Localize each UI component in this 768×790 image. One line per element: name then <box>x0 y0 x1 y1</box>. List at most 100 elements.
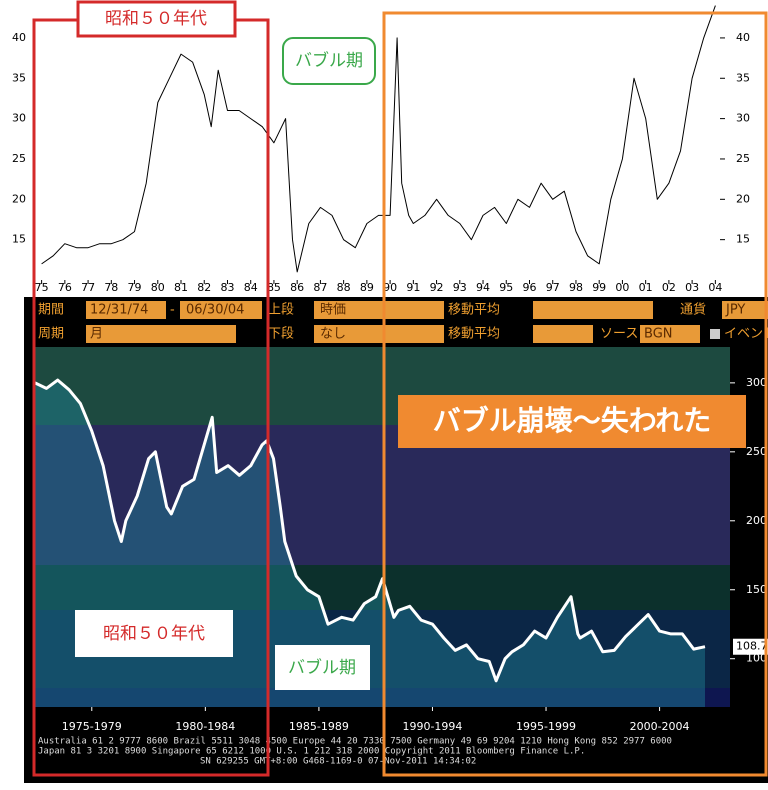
y-tick-label: 35 <box>12 71 26 84</box>
dropdown[interactable] <box>314 301 444 319</box>
y-tick-label: 35 <box>736 71 750 84</box>
x-tick-label: 1990-1994 <box>402 720 462 733</box>
field[interactable] <box>533 325 593 343</box>
y-tick-label: 20 <box>12 192 26 205</box>
x-tick-label: 01 <box>639 281 653 294</box>
x-tick-label: 90 <box>383 281 397 294</box>
x-tick-label: 1995-1999 <box>516 720 576 733</box>
x-tick-label: 1985-1989 <box>289 720 349 733</box>
field-text: なし <box>320 327 346 342</box>
footer-line: Japan 81 3 3201 8900 Singapore 65 6212 1… <box>38 747 585 757</box>
y-tick-label: 15 <box>736 233 750 246</box>
last-value-label: 108.7 <box>736 640 768 653</box>
dropdown[interactable] <box>314 325 444 343</box>
label: 通貨 <box>680 302 706 318</box>
y-tick-label: 15 <box>12 233 26 246</box>
x-tick-label: 77 <box>81 281 95 294</box>
x-tick-label: 83 <box>220 281 234 294</box>
y-tick-label: 250 <box>746 445 767 458</box>
label: - <box>170 303 175 318</box>
x-tick-label: 92 <box>430 281 444 294</box>
x-tick-label: 91 <box>406 281 420 294</box>
x-tick-label: 95 <box>499 281 513 294</box>
footer-line: Australia 61 2 9777 8600 Brazil 5511 304… <box>38 737 672 747</box>
annotation-box <box>282 37 376 85</box>
annotation: バブル期 <box>295 50 363 71</box>
field[interactable] <box>640 325 700 343</box>
x-tick-label: 82 <box>197 281 211 294</box>
field[interactable] <box>533 301 653 319</box>
label: 下段 <box>268 327 294 342</box>
dropdown[interactable] <box>86 325 236 343</box>
y-tick-label: 20 <box>736 192 750 205</box>
label: ソース <box>600 327 638 342</box>
x-tick-label: 1980-1984 <box>175 720 235 733</box>
label: 移動平均 <box>448 327 500 342</box>
annotation-box <box>275 645 370 690</box>
x-tick-label: 96 <box>522 281 536 294</box>
annotation: 昭和５０年代 <box>103 624 205 644</box>
annotation-box <box>398 395 746 448</box>
last-value-box <box>733 638 768 655</box>
field-text: JPY <box>725 303 745 318</box>
y-tick-label: 40 <box>12 31 26 44</box>
footer-line: SN 629255 GMT+8:00 G468-1169-0 07-Nov-20… <box>200 757 476 767</box>
label: イベント <box>724 327 768 342</box>
annotation: バブル期 <box>288 657 356 678</box>
field-text: 06/30/04 <box>186 303 244 318</box>
label: 期間 <box>38 303 64 318</box>
x-tick-label: 87 <box>313 281 327 294</box>
terminal-header: 期間 12/31/74 - 06/30/04 上段 時価 移動平均 通貨 JPY… <box>38 301 768 343</box>
x-tick-label: 00 <box>615 281 629 294</box>
x-tick-label: 02 <box>662 281 676 294</box>
x-tick-label: 88 <box>337 281 351 294</box>
field[interactable] <box>722 301 768 319</box>
x-tick-label: 97 <box>546 281 560 294</box>
x-tick-label: 75 <box>35 281 49 294</box>
field[interactable] <box>86 301 166 319</box>
x-tick-label: 99 <box>592 281 606 294</box>
x-tick-label: 1975-1979 <box>62 720 122 733</box>
label: 周期 <box>38 327 64 342</box>
annotation-box <box>75 610 233 657</box>
field-text: 月 <box>90 327 103 342</box>
line <box>41 5 716 273</box>
checkbox[interactable] <box>710 329 720 339</box>
y-tick-label: 25 <box>736 152 750 165</box>
x-tick-label: 98 <box>569 281 583 294</box>
annotation-box <box>76 0 237 38</box>
x-tick-label: 03 <box>685 281 699 294</box>
x-tick-label: 93 <box>453 281 467 294</box>
x-tick-label: 94 <box>476 281 490 294</box>
x-tick-label: 84 <box>244 281 258 294</box>
y-tick-label: 30 <box>736 112 750 125</box>
label: 上段 <box>268 303 294 318</box>
annotations: 昭和５０年代 バブル期 バブル崩壊〜失われた 昭和５０年代 バブル期 <box>32 0 768 777</box>
x-tick-label: 80 <box>151 281 165 294</box>
y-tick-label: 40 <box>736 31 750 44</box>
y-tick-label: 30 <box>12 112 26 125</box>
y-tick-label: 25 <box>12 152 26 165</box>
x-tick-label: 76 <box>58 281 72 294</box>
y-tick-label: 150 <box>746 583 767 596</box>
x-tick-label: 2000-2004 <box>630 720 690 733</box>
annotation: バブル崩壊〜失われた <box>433 404 712 437</box>
label: 移動平均 <box>448 303 500 318</box>
y-tick-label: 200 <box>746 514 767 527</box>
field-text: BGN <box>644 327 673 342</box>
field-text: 時価 <box>320 303 346 318</box>
x-tick-label: 81 <box>174 281 188 294</box>
x-tick-label: 86 <box>290 281 304 294</box>
x-tick-label: 89 <box>360 281 374 294</box>
field-text: 12/31/74 <box>90 303 148 318</box>
annotation: 昭和５０年代 <box>105 9 207 29</box>
lost-frame <box>382 11 768 777</box>
y-tick-label: 300 <box>746 376 767 389</box>
field[interactable] <box>180 301 262 319</box>
x-tick-label: 78 <box>104 281 118 294</box>
x-tick-label: 85 <box>267 281 281 294</box>
x-tick-label: 79 <box>128 281 142 294</box>
y-tick-label: 100 <box>746 652 767 665</box>
x-tick-label: 04 <box>708 281 722 294</box>
